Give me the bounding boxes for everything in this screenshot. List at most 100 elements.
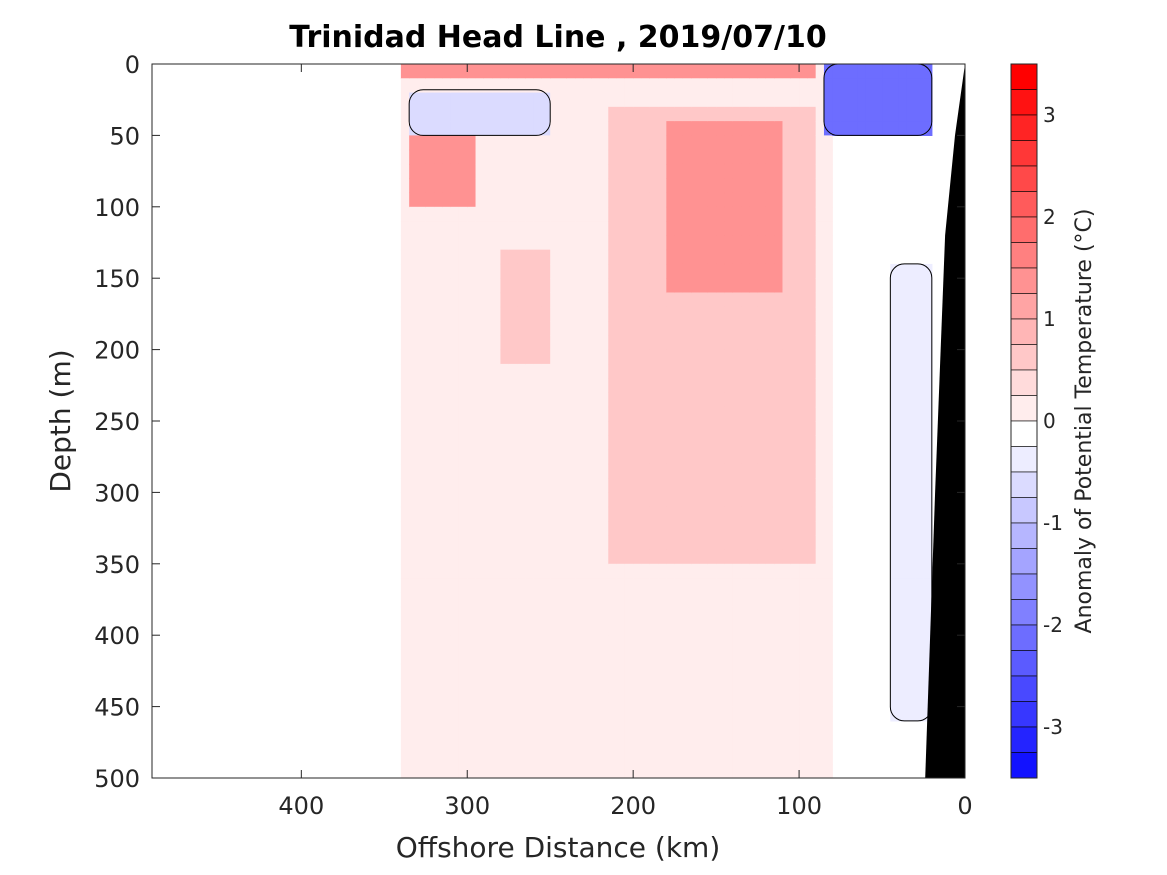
field-cell <box>774 249 784 265</box>
field-cell <box>823 335 833 351</box>
field-cell <box>774 692 784 708</box>
field-cell <box>757 349 767 365</box>
field-cell <box>741 749 750 765</box>
field-cell <box>525 492 535 508</box>
field-cell <box>591 449 601 465</box>
y-tick-label: 250 <box>94 408 140 436</box>
field-cell <box>450 663 460 679</box>
field-cell <box>898 620 908 636</box>
field-cell <box>550 349 560 365</box>
field-cell <box>749 221 759 236</box>
field-cell <box>566 435 576 451</box>
field-cell <box>541 64 551 79</box>
field-cell <box>400 720 410 736</box>
field-cell <box>533 221 543 236</box>
field-cell <box>716 121 726 136</box>
field-cell <box>616 192 626 208</box>
field-cell <box>533 206 543 222</box>
field-cell <box>724 692 734 708</box>
field-cell <box>666 678 676 693</box>
field-cell <box>832 106 842 122</box>
field-cell <box>815 206 825 222</box>
field-cell <box>475 406 485 422</box>
field-cell <box>517 606 526 622</box>
field-cell <box>467 735 477 751</box>
field-cell <box>682 506 692 522</box>
field-cell <box>434 749 443 765</box>
field-cell <box>691 692 701 708</box>
field-cell <box>906 578 916 593</box>
colorbar-swatch <box>1010 89 1038 116</box>
field-cell <box>757 763 767 778</box>
field-cell <box>492 321 502 336</box>
field-cell <box>458 649 468 665</box>
field-cell <box>533 278 543 294</box>
field-cell <box>483 321 493 336</box>
field-cell <box>508 406 518 422</box>
field-cell <box>765 206 775 222</box>
field-cell <box>508 563 518 579</box>
field-cell <box>716 278 726 294</box>
field-cell <box>649 78 659 94</box>
field-cell <box>400 78 410 94</box>
field-cell <box>608 221 618 236</box>
field-cell <box>749 135 759 151</box>
field-cell <box>417 292 427 308</box>
field-cell <box>566 406 576 422</box>
field-cell <box>633 506 643 522</box>
field-cell <box>417 249 427 265</box>
field-cell <box>508 321 518 336</box>
field-cell <box>749 206 759 222</box>
field-cell <box>641 349 651 365</box>
field-cell <box>517 749 526 765</box>
field-cell <box>624 106 634 122</box>
field-cell <box>890 392 900 408</box>
field-cell <box>641 363 651 379</box>
field-cell <box>682 635 692 651</box>
field-cell <box>790 121 800 136</box>
field-cell <box>682 535 692 551</box>
field-cell <box>533 606 543 622</box>
field-cell <box>749 263 759 279</box>
field-cell <box>483 349 493 365</box>
field-cell <box>823 492 833 508</box>
field-cell <box>566 249 576 265</box>
field-cell <box>591 763 601 778</box>
field-cell <box>732 506 742 522</box>
field-cell <box>525 406 535 422</box>
field-cell <box>707 121 717 136</box>
field-cell <box>799 106 808 122</box>
field-cell <box>815 106 825 122</box>
field-cell <box>823 92 833 108</box>
field-cell <box>467 692 477 708</box>
field-cell <box>716 206 726 222</box>
field-cell <box>765 720 775 736</box>
field-cell <box>732 649 742 665</box>
field-cell <box>624 121 634 136</box>
field-cell <box>915 92 925 108</box>
field-cell <box>649 106 659 122</box>
field-cell <box>583 635 593 651</box>
field-cell <box>807 192 817 208</box>
field-cell <box>724 206 734 222</box>
field-cell <box>782 321 792 336</box>
field-cell <box>674 363 684 379</box>
field-cell <box>732 363 742 379</box>
field-cell <box>541 363 551 379</box>
field-cell <box>575 563 584 579</box>
field-cell <box>599 692 609 708</box>
field-cell <box>483 692 493 708</box>
field-cell <box>525 463 535 479</box>
field-cell <box>799 263 808 279</box>
field-cell <box>649 592 659 608</box>
field-cell <box>475 149 485 165</box>
field-cell <box>434 363 443 379</box>
field-cell <box>923 592 933 608</box>
field-cell <box>782 520 792 536</box>
field-cell <box>682 163 692 179</box>
field-cell <box>425 692 435 708</box>
field-cell <box>699 606 709 622</box>
field-cell <box>898 463 908 479</box>
field-cell <box>823 620 833 636</box>
field-cell <box>558 163 568 179</box>
